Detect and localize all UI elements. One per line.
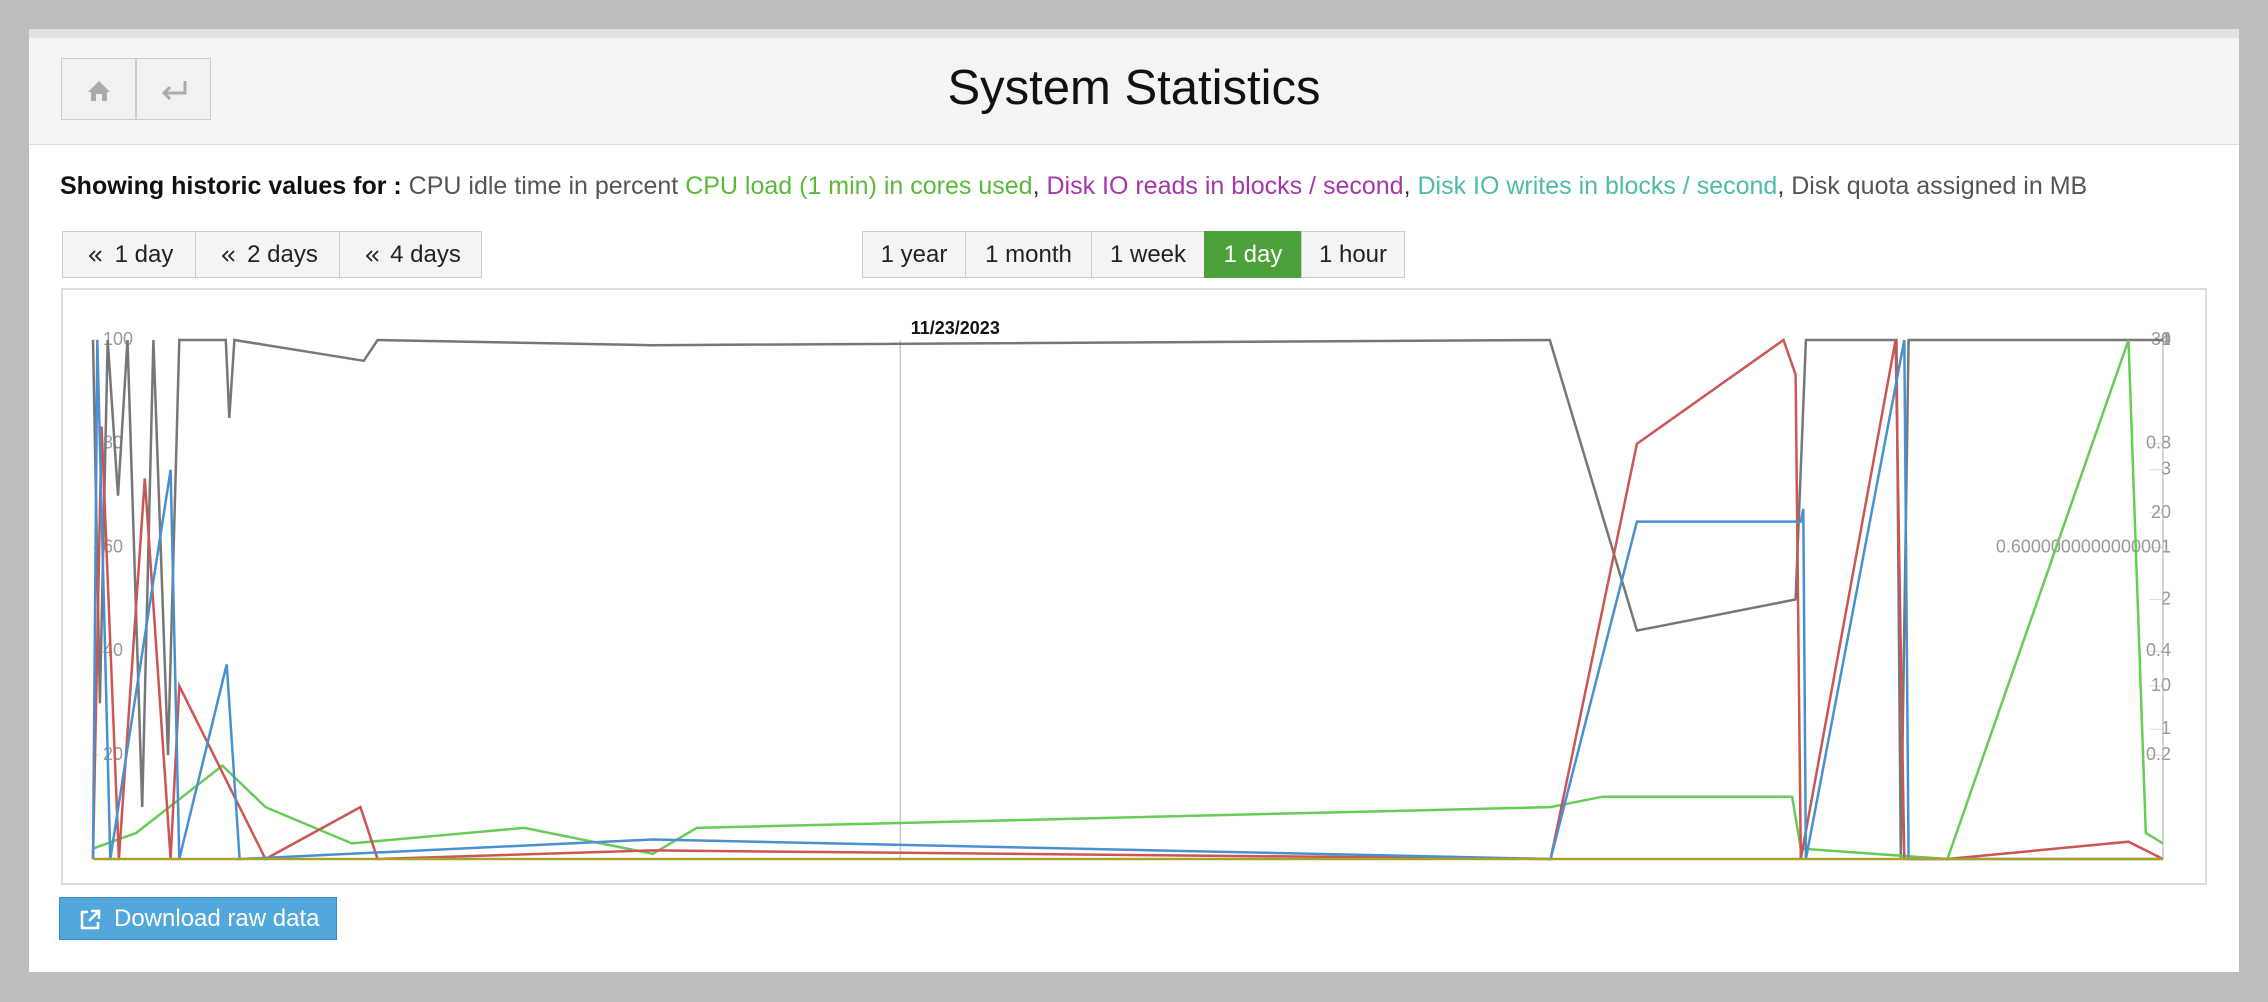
legend-item: CPU load (1 min) in cores used <box>685 172 1033 200</box>
x-tick-label: 11/23/2023 <box>911 318 1000 338</box>
period-button[interactable]: 1 hour <box>1301 231 1405 278</box>
panel <box>29 29 2239 972</box>
legend-item: Disk IO writes in blocks / second <box>1417 172 1778 200</box>
double-chevron <box>88 250 102 262</box>
legend: Showing historic values for : CPU idle t… <box>60 172 2087 201</box>
y-tick-label: 60 <box>103 536 123 556</box>
legend-intro: Showing historic values for : <box>60 172 402 200</box>
download-button[interactable]: Download raw data <box>59 897 337 940</box>
period-button[interactable]: 1 week <box>1091 231 1205 278</box>
series-line <box>91 339 2163 861</box>
double-chevron <box>365 250 379 262</box>
series-line <box>91 338 2163 860</box>
y-tick-label: 2 <box>2161 588 2171 608</box>
y-tick-label: 20 <box>2151 502 2171 522</box>
button-label: 2 days <box>247 241 318 268</box>
y-tick-label: 80 <box>103 433 123 453</box>
button-label: 1 week <box>1109 241 1187 268</box>
chart-box: 11/23/2023 20 40 60 80 100 0.2 0.4 0.60000000000… <box>61 288 2207 885</box>
back-range-button[interactable]: 2 days <box>195 231 340 278</box>
back-button[interactable] <box>136 58 211 120</box>
period-button[interactable]: 1 month <box>965 231 1092 278</box>
button-label: 1 day <box>1223 241 1283 268</box>
y-tick-label: 0.8 <box>2146 433 2171 453</box>
series-line <box>92 339 2164 861</box>
legend-item: CPU idle time in percent <box>408 172 679 200</box>
header-bar <box>29 38 2239 145</box>
period-button[interactable]: 1 year <box>862 231 966 278</box>
y-tick-label: 4 <box>2161 329 2171 349</box>
double-chevron <box>221 250 235 262</box>
y-tick-label: 100 <box>103 329 133 349</box>
button-label: 1 hour <box>1318 241 1388 268</box>
back-range-button[interactable]: 1 day <box>62 231 196 278</box>
back-icon <box>161 81 187 101</box>
external-icon <box>80 909 101 930</box>
separator: , <box>1403 172 1411 200</box>
page-title: System Statistics <box>947 61 1321 115</box>
chart: 11/23/2023 20 40 60 80 100 0.2 0.4 0.60000000000… <box>91 318 2171 861</box>
y-tick-label: 20 <box>103 744 123 764</box>
download-label: Download raw data <box>114 905 320 932</box>
separator: , <box>1777 172 1785 200</box>
y-tick-label: 3 <box>2161 459 2171 479</box>
button-label: 4 days <box>390 241 461 268</box>
y-tick-label: 0.6000000000000001 <box>1996 536 2171 556</box>
back-range-button[interactable]: 4 days <box>339 231 482 278</box>
legend-item: Disk IO reads in blocks / second <box>1046 172 1404 200</box>
home-button[interactable] <box>61 58 136 120</box>
y-tick-label: 1 <box>2161 718 2171 738</box>
y-tick-label: 0.4 <box>2146 640 2171 660</box>
button-label: 1 month <box>985 241 1072 268</box>
y-tick-label: 1 <box>2161 329 2171 349</box>
legend-item: Disk quota assigned in MB <box>1791 172 2088 200</box>
button-label: 1 year <box>880 241 948 268</box>
series-line <box>91 338 2164 861</box>
period-button[interactable]: 1 day <box>1204 231 1302 278</box>
y-tick-label: 0.2 <box>2146 744 2171 764</box>
y-tick-label: 40 <box>103 640 123 660</box>
separator: , <box>1032 172 1040 200</box>
button-label: 1 day <box>114 241 174 268</box>
home-icon <box>88 81 110 101</box>
y-tick-label: 10 <box>2151 675 2171 695</box>
